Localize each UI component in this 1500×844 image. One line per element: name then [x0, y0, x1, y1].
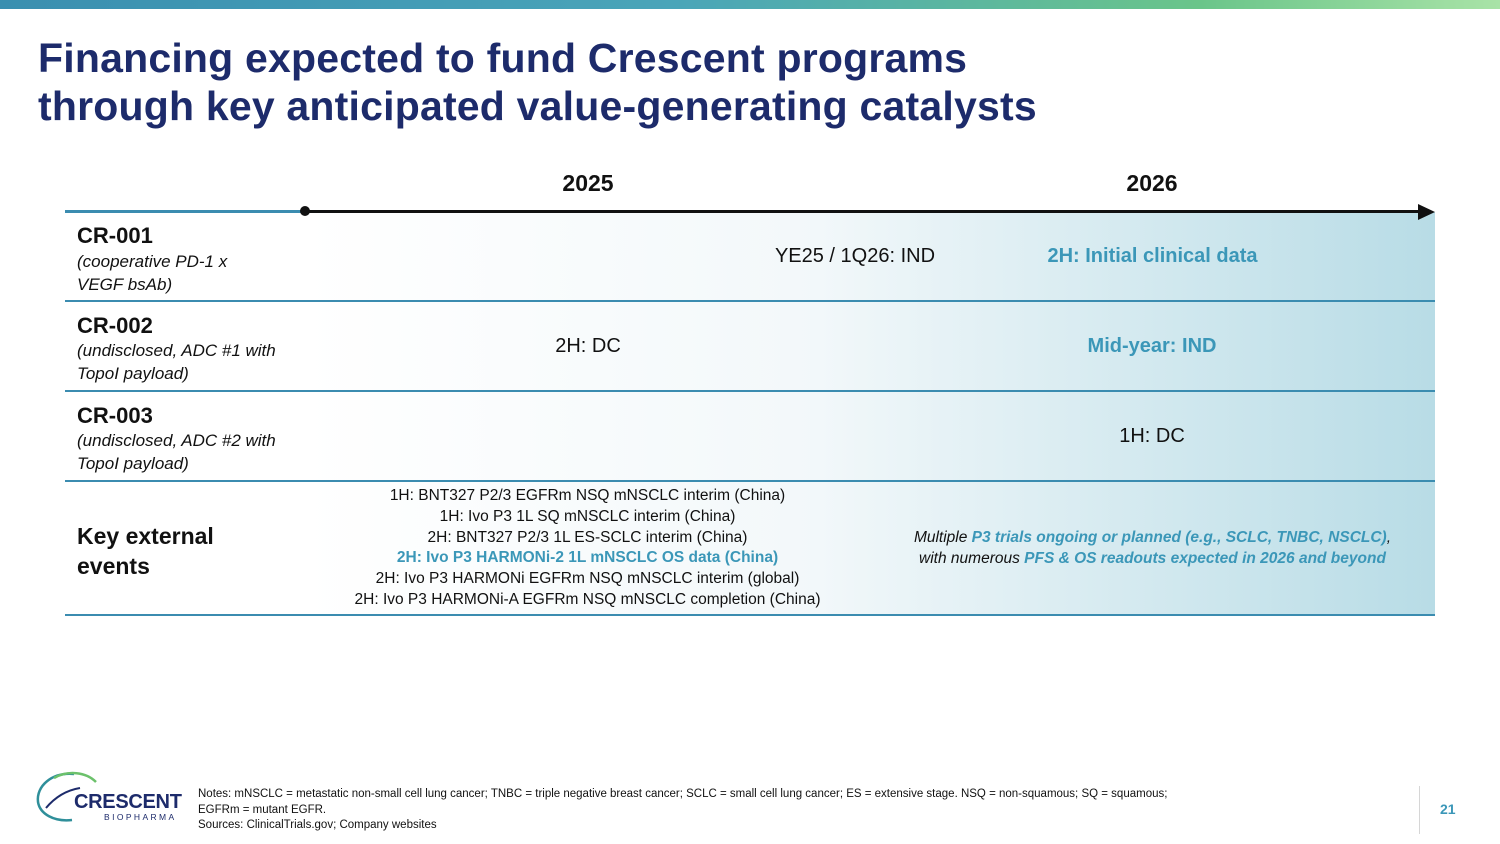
cr-003-milestone-2026: 1H: DC	[1119, 425, 1185, 447]
top-accent-bar	[0, 0, 1500, 9]
program-cr-001-desc-line-2: VEGF bsAb)	[77, 275, 173, 294]
program-cr-002-desc-line-1: (undisclosed, ADC #1 with	[77, 341, 276, 360]
row-divider	[65, 390, 1435, 392]
external-2026-highlight: P3 trials ongoing or planned (e.g., SCLC…	[971, 529, 1387, 546]
program-cr-001-name: CR-001	[77, 223, 153, 248]
external-event-item: 2H: Ivo P3 HARMONi EGFRm NSQ mNSCLC inte…	[375, 570, 800, 588]
timeline-arrow-icon	[1418, 204, 1435, 220]
program-cr-002-name: CR-002	[77, 313, 153, 338]
timeline-shading	[305, 212, 1435, 615]
header-rule	[65, 210, 305, 213]
cr-001-milestone-ind: YE25 / 1Q26: IND	[774, 245, 936, 267]
program-cr-003-description: (undisclosed, ADC #2 with TopoI payload)	[77, 429, 307, 475]
year-2025-label: 2025	[562, 170, 614, 196]
timeline-start-dot	[300, 206, 310, 216]
row-divider	[65, 300, 1435, 302]
page-title: Financing expected to fund Crescent prog…	[38, 34, 1037, 130]
external-event-item: 2H: Ivo P3 HARMONi-A EGFRm NSQ mNSCLC co…	[354, 590, 821, 608]
notes-line: Notes: mNSCLC = metastatic non-small cel…	[198, 788, 1168, 816]
cr-002-milestone-2025: 2H: DC	[555, 335, 621, 357]
external-event-item: 1H: Ivo P3 1L SQ mNSCLC interim (China)	[439, 507, 736, 525]
external-2026-line-2: with numerous PFS & OS readouts expected…	[870, 549, 1435, 570]
external-event-item: 2H: BNT327 P2/3 1L ES-SCLC interim (Chin…	[427, 528, 748, 546]
row-divider	[65, 480, 1435, 482]
page-title-line-1: Financing expected to fund Crescent prog…	[38, 35, 968, 81]
program-cr-002-description: (undisclosed, ADC #1 with TopoI payload)	[77, 339, 307, 385]
external-events-2025: 1H: BNT327 P2/3 EGFRm NSQ mNSCLC interim…	[300, 486, 875, 611]
footer-divider	[1419, 786, 1420, 834]
footnotes: Notes: mNSCLC = metastatic non-small cel…	[198, 787, 1208, 834]
crescent-logo: CRESCENT BIOPHARMA	[34, 766, 194, 826]
page-title-line-2: through key anticipated value-generating…	[38, 83, 1037, 129]
key-external-label-line-1: Key external	[77, 523, 214, 549]
key-external-events-label: Key external events	[77, 521, 214, 581]
cr-002-milestone-2026: Mid-year: IND	[1087, 335, 1217, 357]
external-2026-text: ,	[1386, 529, 1392, 546]
program-cr-003-name: CR-003	[77, 403, 153, 428]
program-cr-001-description: (cooperative PD-1 x VEGF bsAb)	[77, 250, 307, 296]
program-cr-002-desc-line-2: TopoI payload)	[77, 364, 189, 383]
external-2026-text: Multiple	[913, 529, 972, 546]
page-number: 21	[1440, 801, 1456, 817]
external-event-item-highlighted: 2H: Ivo P3 HARMONi-2 1L mNSCLC OS data (…	[396, 549, 779, 567]
sources-line: Sources: ClinicalTrials.gov; Company web…	[198, 819, 437, 831]
crescent-swoosh-icon	[36, 771, 97, 822]
external-events-2026: Multiple P3 trials ongoing or planned (e…	[870, 528, 1435, 570]
external-2026-text: with numerous	[919, 549, 1025, 567]
program-cr-003-desc-line-1: (undisclosed, ADC #2 with	[77, 431, 276, 450]
year-2026-label: 2026	[1126, 170, 1178, 196]
key-external-label-line-2: events	[77, 553, 150, 579]
external-2026-highlight: PFS & OS readouts expected in 2026 and b…	[1024, 549, 1386, 567]
program-cr-001-desc-line-1: (cooperative PD-1 x	[77, 252, 228, 271]
logo-wordmark: CRESCENT	[74, 791, 182, 813]
timeline-axis	[305, 210, 1423, 213]
row-divider	[65, 614, 1435, 616]
program-cr-003-desc-line-2: TopoI payload)	[77, 454, 189, 473]
external-2026-line-1: Multiple P3 trials ongoing or planned (e…	[870, 528, 1435, 549]
logo-subtitle: BIOPHARMA	[104, 812, 177, 822]
cr-001-milestone-2026: 2H: Initial clinical data	[1047, 245, 1258, 267]
external-event-item: 1H: BNT327 P2/3 EGFRm NSQ mNSCLC interim…	[389, 487, 786, 504]
